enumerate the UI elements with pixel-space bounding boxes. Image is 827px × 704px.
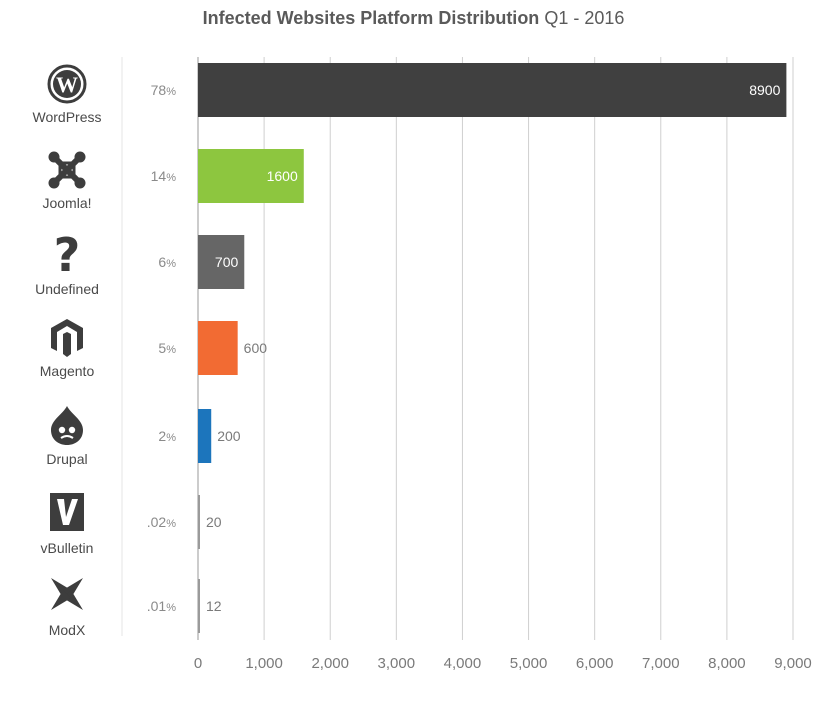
x-tick-label: 6,000	[576, 655, 614, 672]
bar-value-label: 700	[215, 254, 239, 270]
bar-wordpress	[198, 63, 787, 117]
chart-title: Infected Websites Platform Distribution …	[0, 8, 827, 29]
chart-subtitle: Q1 - 2016	[544, 8, 625, 28]
percent-label: .02%	[147, 514, 176, 530]
bar-value-label: 200	[217, 428, 241, 444]
x-tick-label: 8,000	[708, 655, 746, 672]
wordpress-icon: W	[47, 64, 87, 104]
percent-label: 78%	[151, 82, 177, 98]
chart-title-main: Infected Websites Platform Distribution	[202, 8, 540, 28]
question-mark-icon: ?	[54, 228, 81, 282]
x-tick-label: 0	[194, 655, 202, 672]
svg-text:W: W	[56, 72, 78, 97]
labels: 0 1,000 2,000 3,000 4,000 5,000 6,000 7,000 8,00…	[33, 82, 812, 672]
x-tick-label: 7,000	[642, 655, 680, 672]
category-label: Drupal	[46, 451, 87, 467]
svg-text:?: ?	[54, 228, 81, 282]
category-label: WordPress	[33, 109, 102, 125]
bar-magento	[198, 321, 238, 375]
bar-value-label: 600	[244, 340, 268, 356]
percent-label: 6%	[158, 254, 176, 270]
percent-label: .01%	[147, 598, 176, 614]
category-label: ModX	[49, 622, 86, 638]
x-tick-label: 9,000	[774, 655, 812, 672]
bar-value-label: 12	[206, 598, 222, 614]
bar-undefined	[198, 235, 245, 289]
joomla-icon	[48, 151, 86, 189]
category-label: vBulletin	[41, 540, 94, 556]
category-label: Magento	[40, 363, 95, 379]
x-tick-label: 5,000	[510, 655, 548, 672]
x-tick-label: 3,000	[378, 655, 416, 672]
category-label: Joomla!	[42, 195, 91, 211]
bar-drupal	[198, 409, 212, 463]
bar-value-label: 1600	[267, 168, 298, 184]
bar-modx	[198, 579, 200, 633]
bar-value-label: 8900	[749, 82, 780, 98]
bar-joomla	[198, 149, 304, 203]
x-tick-label: 4,000	[444, 655, 482, 672]
percent-label: 14%	[151, 168, 177, 184]
bar-value-label: 20	[206, 514, 222, 530]
x-tick-label: 2,000	[311, 655, 349, 672]
x-tick-label: 1,000	[245, 655, 283, 672]
percent-label: 2%	[158, 428, 176, 444]
modx-icon	[51, 578, 83, 610]
percent-label: 5%	[158, 340, 176, 356]
platform-icons: W?	[47, 64, 87, 610]
drupal-icon	[51, 406, 83, 445]
bars	[198, 63, 787, 633]
vbulletin-icon	[50, 493, 84, 531]
magento-icon	[51, 319, 83, 357]
category-label: Undefined	[35, 281, 99, 297]
bar-vbulletin	[198, 495, 200, 549]
